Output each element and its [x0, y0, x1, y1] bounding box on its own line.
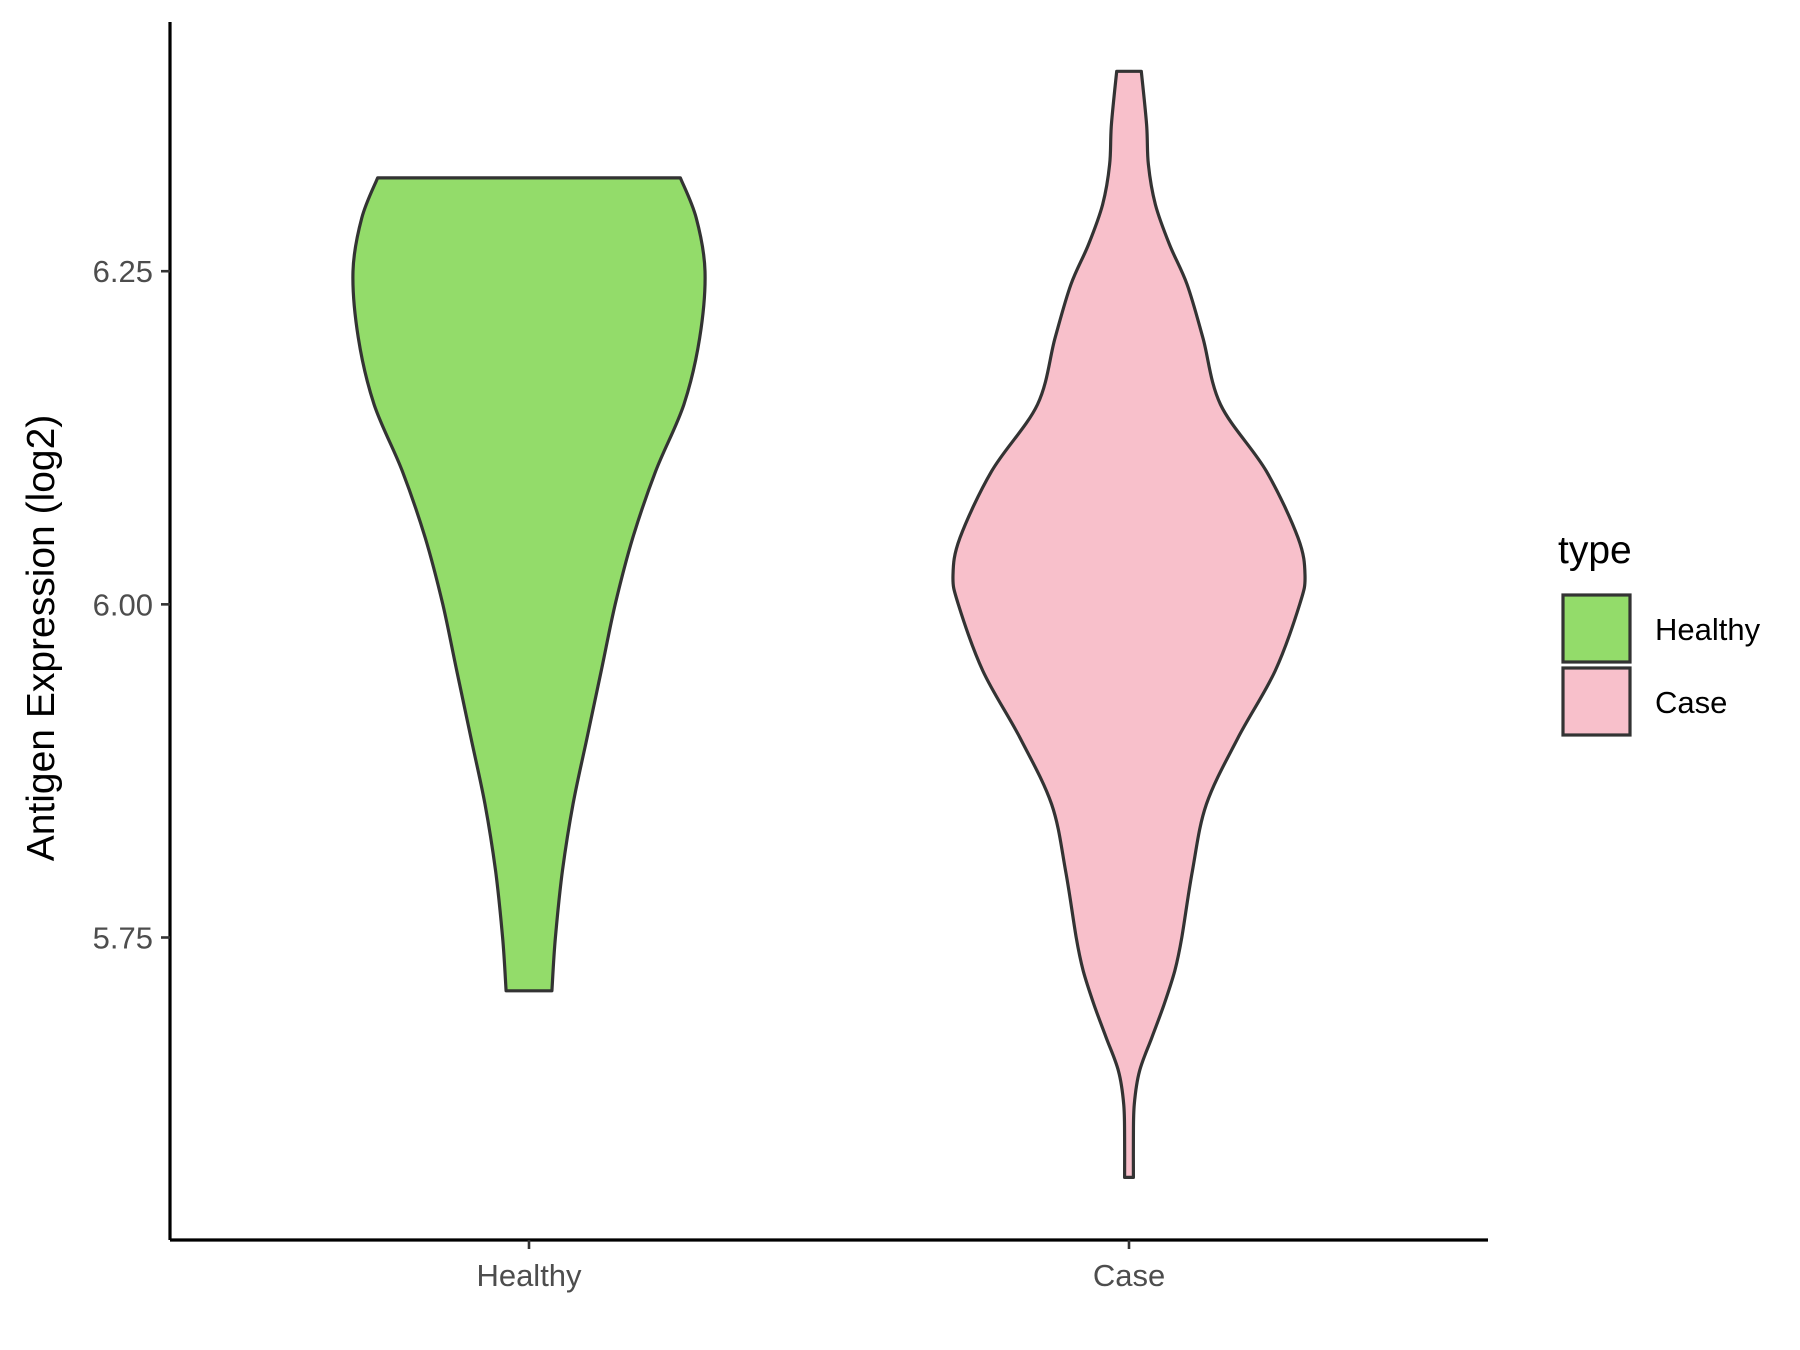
y-axis: 5.75 6.00 6.25 — [93, 22, 172, 1240]
x-axis: Healthy Case — [170, 1238, 1488, 1293]
plot-panel — [351, 69, 1307, 1179]
legend-key-healthy — [1561, 593, 1632, 664]
y-tick-label: 5.75 — [93, 920, 153, 955]
x-tick-label: Healthy — [476, 1258, 582, 1293]
legend-label-healthy: Healthy — [1655, 612, 1761, 647]
x-tick-label: Case — [1093, 1258, 1165, 1293]
legend-label-case: Case — [1655, 685, 1727, 720]
y-tick-label: 6.25 — [93, 254, 153, 289]
y-axis-title: Antigen Expression (log2) — [20, 415, 63, 862]
legend: type Healthy Case — [1558, 529, 1761, 737]
violin-case — [951, 69, 1307, 1179]
legend-key-case — [1561, 666, 1632, 737]
legend-title: type — [1558, 529, 1632, 572]
violin-healthy — [351, 176, 707, 993]
y-tick-label: 6.00 — [93, 587, 153, 622]
